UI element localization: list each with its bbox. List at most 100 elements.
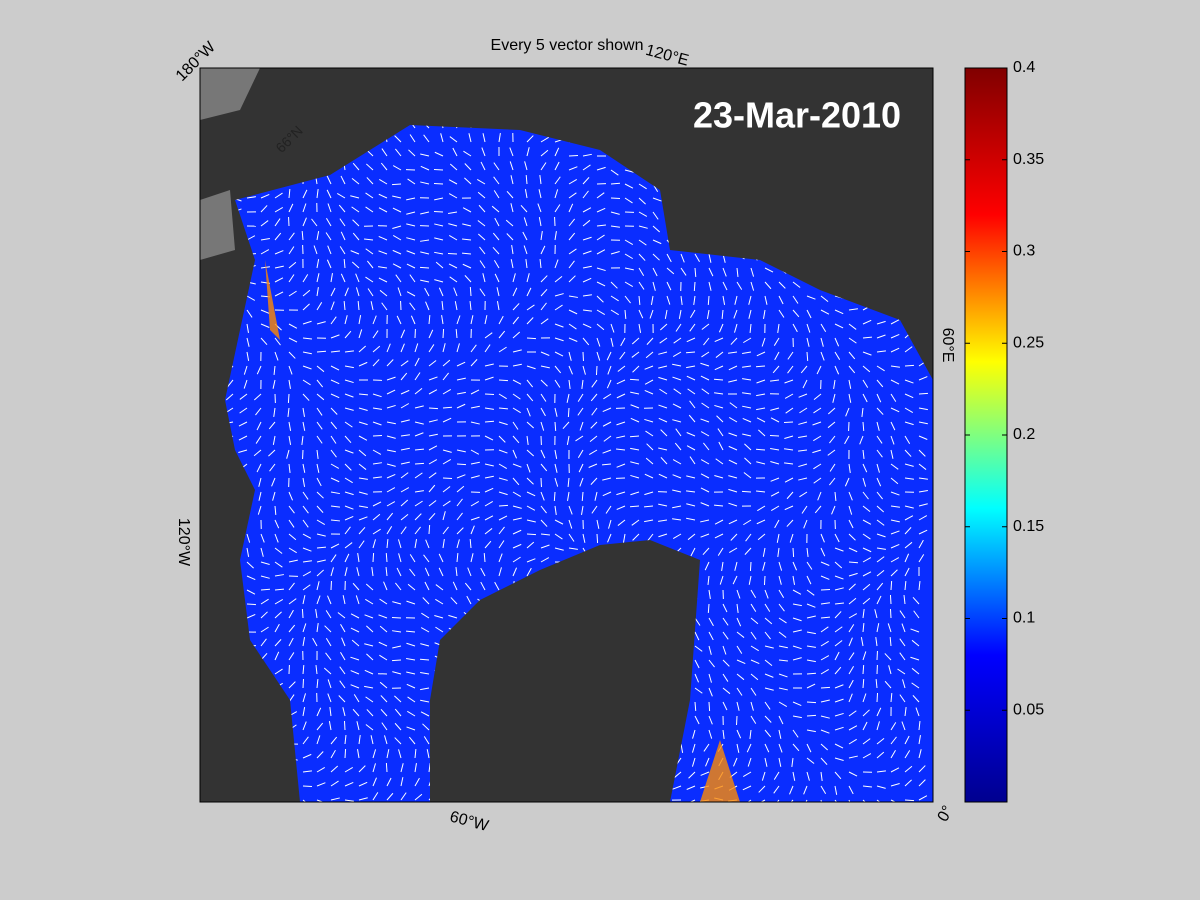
vector <box>792 309 800 318</box>
vector <box>658 447 668 451</box>
vector <box>848 710 857 717</box>
vector <box>358 781 368 787</box>
vector <box>591 379 598 388</box>
vector <box>672 474 682 479</box>
vector <box>315 609 318 619</box>
vector <box>406 600 416 605</box>
vector <box>652 281 656 291</box>
vector <box>848 519 854 529</box>
vector <box>582 533 586 543</box>
vector <box>672 533 682 539</box>
vector <box>786 491 794 500</box>
vector <box>385 762 388 773</box>
vector <box>862 799 870 802</box>
vector <box>706 309 710 319</box>
vector <box>470 389 480 395</box>
vector <box>566 435 570 445</box>
vector <box>537 203 542 213</box>
vector <box>776 533 780 543</box>
vector <box>344 491 354 496</box>
vector <box>786 519 794 527</box>
vector <box>714 337 724 343</box>
vector <box>862 336 873 339</box>
vector <box>456 498 463 507</box>
vector <box>602 449 612 454</box>
vector <box>554 304 563 311</box>
vector <box>246 337 250 347</box>
vector <box>792 771 796 781</box>
vector <box>498 330 506 339</box>
vector <box>268 421 276 430</box>
vector <box>566 393 570 403</box>
vector <box>540 421 545 431</box>
vector <box>478 204 486 213</box>
vector <box>540 519 548 527</box>
vector <box>330 477 340 483</box>
vector <box>890 722 897 731</box>
vector <box>409 125 416 129</box>
vector <box>806 323 811 333</box>
vector <box>272 491 276 501</box>
vector <box>246 196 256 199</box>
vector <box>386 473 396 479</box>
vector <box>246 351 250 361</box>
vector <box>778 631 787 638</box>
vector <box>442 459 452 465</box>
vector <box>288 188 291 199</box>
vector <box>414 372 421 381</box>
vector <box>733 309 738 319</box>
vector <box>301 230 304 241</box>
vector <box>806 659 816 663</box>
vector <box>834 561 843 569</box>
vector <box>400 487 410 493</box>
vector <box>568 275 576 283</box>
vector <box>344 567 348 577</box>
vector <box>749 729 752 739</box>
vector <box>484 528 493 535</box>
vector <box>694 631 700 641</box>
vector <box>834 611 842 619</box>
vector <box>477 191 486 199</box>
vector <box>834 365 840 375</box>
vector <box>498 133 501 143</box>
vector <box>791 757 794 767</box>
vector <box>274 505 277 516</box>
vector <box>686 517 696 521</box>
vector <box>394 737 402 745</box>
vector <box>365 276 374 283</box>
vector <box>494 217 500 227</box>
vector <box>736 743 740 753</box>
vector <box>820 785 827 794</box>
vector <box>890 580 893 591</box>
vector <box>568 533 575 542</box>
vector <box>316 477 322 487</box>
vector <box>274 250 284 255</box>
vector <box>694 267 697 278</box>
vector <box>806 631 816 635</box>
vector <box>456 315 461 325</box>
vector <box>344 365 354 369</box>
vector <box>384 735 388 745</box>
vector <box>876 751 885 759</box>
vector <box>918 539 924 549</box>
vector <box>526 304 535 311</box>
vector <box>792 561 798 571</box>
vector <box>772 365 780 374</box>
vector <box>803 785 808 795</box>
vector <box>736 673 745 681</box>
vector <box>498 515 508 521</box>
vector <box>722 673 729 682</box>
vector <box>428 329 434 339</box>
vector <box>372 434 383 437</box>
vector <box>274 574 284 577</box>
vector <box>274 561 283 568</box>
vector <box>691 743 696 753</box>
vector <box>834 309 844 315</box>
vector <box>568 351 572 361</box>
vector <box>904 580 907 591</box>
vector <box>394 708 402 717</box>
vector <box>689 323 696 332</box>
vector <box>664 309 668 319</box>
vector <box>784 435 794 440</box>
